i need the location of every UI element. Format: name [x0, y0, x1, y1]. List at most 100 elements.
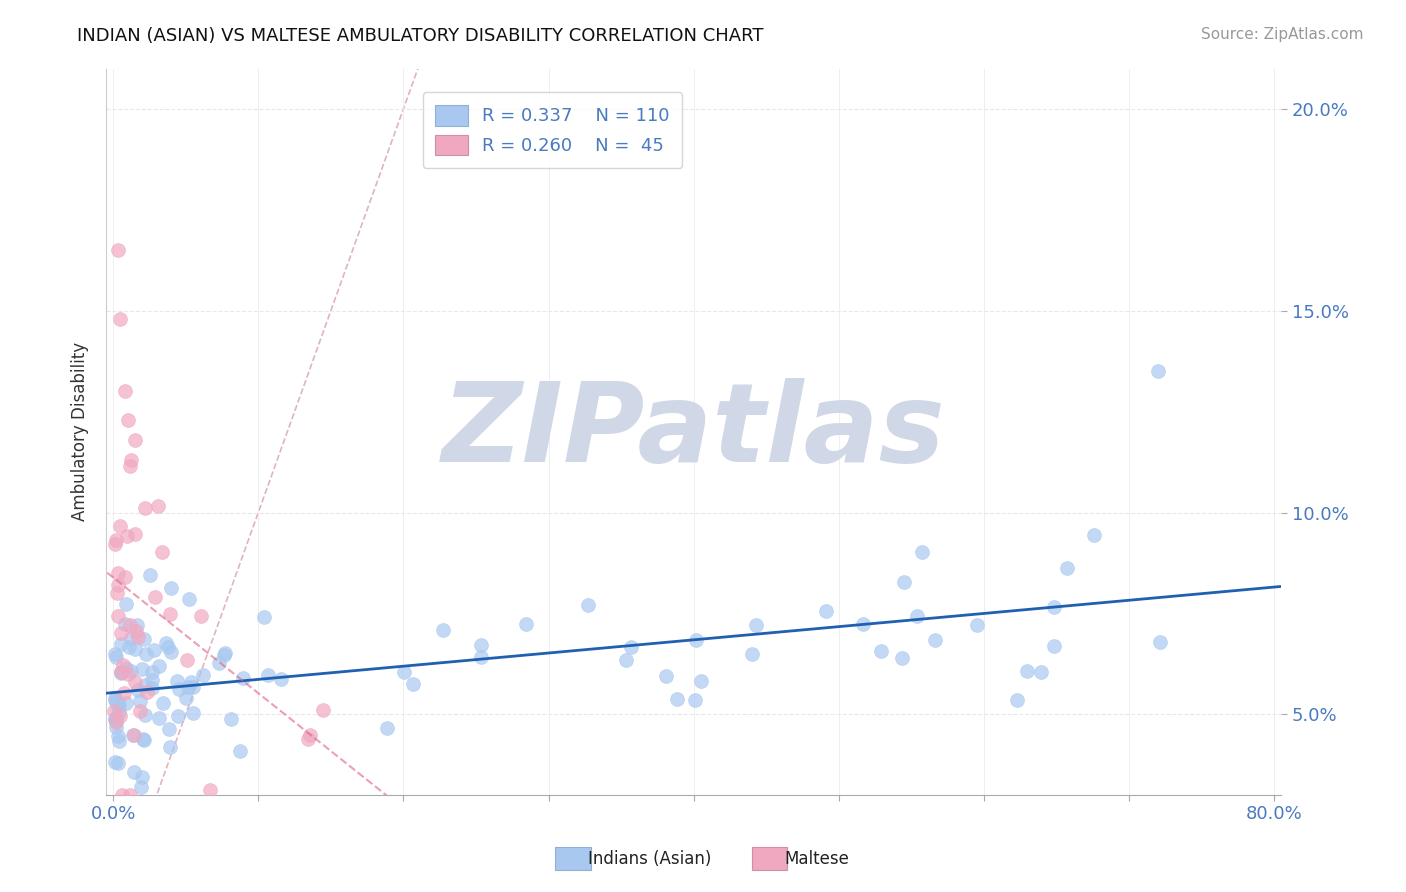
Point [115, 529, 138, 543]
Point [181, 680, 204, 694]
Point [107, 243, 129, 257]
Point [104, 693, 127, 707]
Point [1149, 634, 1171, 648]
Point [143, 591, 166, 605]
Point [666, 692, 689, 706]
Point [141, 665, 163, 680]
Point [127, 630, 149, 644]
Point [114, 597, 136, 611]
Point [470, 649, 492, 664]
Point [104, 647, 127, 661]
Point [107, 756, 129, 770]
Point [159, 739, 181, 754]
Point [141, 681, 163, 695]
Point [107, 699, 129, 714]
Point [893, 575, 915, 590]
Point [104, 711, 127, 725]
Text: Indians (Asian): Indians (Asian) [588, 850, 711, 868]
Point [150, 545, 173, 559]
Point [108, 709, 131, 723]
Point [107, 577, 129, 591]
Point [118, 617, 141, 632]
Point [470, 638, 492, 652]
Point [110, 665, 132, 680]
Point [181, 706, 204, 721]
Point [128, 704, 150, 718]
Point [134, 678, 156, 692]
Point [924, 633, 946, 648]
Point [124, 642, 146, 657]
Point [229, 744, 252, 758]
Point [118, 459, 141, 474]
Point [104, 533, 127, 547]
Point [1056, 561, 1078, 575]
Point [104, 537, 127, 551]
Point [122, 764, 145, 779]
Point [177, 681, 200, 695]
Point [146, 500, 169, 514]
Point [103, 704, 125, 718]
Point [110, 626, 132, 640]
Point [117, 412, 139, 426]
Point [121, 728, 143, 742]
Point [134, 708, 156, 723]
Point [515, 617, 537, 632]
Point [132, 731, 155, 746]
Point [576, 598, 599, 612]
Point [166, 673, 188, 688]
Point [180, 675, 202, 690]
Point [105, 650, 128, 665]
Point [179, 591, 201, 606]
Point [152, 696, 174, 710]
Point [104, 712, 127, 726]
Point [110, 637, 132, 651]
Point [157, 723, 180, 737]
Point [117, 667, 139, 681]
Point [176, 653, 198, 667]
Point [105, 585, 128, 599]
Point [124, 433, 146, 447]
Y-axis label: Ambulatory Disability: Ambulatory Disability [72, 343, 89, 521]
Point [107, 730, 129, 744]
Point [253, 610, 276, 624]
Text: INDIAN (ASIAN) VS MALTESE AMBULATORY DISABILITY CORRELATION CHART: INDIAN (ASIAN) VS MALTESE AMBULATORY DIS… [77, 27, 763, 45]
Point [191, 668, 214, 682]
Point [166, 709, 188, 723]
Point [111, 658, 134, 673]
Point [114, 616, 136, 631]
Point [148, 659, 170, 673]
Point [143, 642, 166, 657]
Point [120, 453, 142, 467]
Point [890, 651, 912, 665]
Point [148, 711, 170, 725]
Point [690, 674, 713, 689]
Point [155, 635, 177, 649]
Point [1147, 364, 1170, 378]
Point [134, 501, 156, 516]
Point [104, 756, 127, 770]
Point [115, 697, 138, 711]
Point [139, 568, 162, 582]
Point [132, 632, 155, 646]
Point [104, 712, 127, 726]
Point [120, 632, 142, 646]
Point [741, 647, 763, 661]
Point [392, 665, 415, 679]
Point [620, 640, 643, 655]
Point [683, 693, 706, 707]
Text: ZIPatlas: ZIPatlas [441, 378, 945, 485]
Point [156, 640, 179, 655]
Point [135, 685, 157, 699]
Point [125, 624, 148, 639]
Text: Maltese: Maltese [785, 850, 849, 868]
Point [232, 671, 254, 685]
Point [104, 690, 127, 705]
Point [131, 661, 153, 675]
Point [174, 690, 197, 705]
Point [905, 608, 928, 623]
Point [108, 697, 131, 711]
Point [1031, 665, 1053, 679]
Point [129, 780, 152, 794]
Point [911, 545, 934, 559]
Point [159, 645, 181, 659]
